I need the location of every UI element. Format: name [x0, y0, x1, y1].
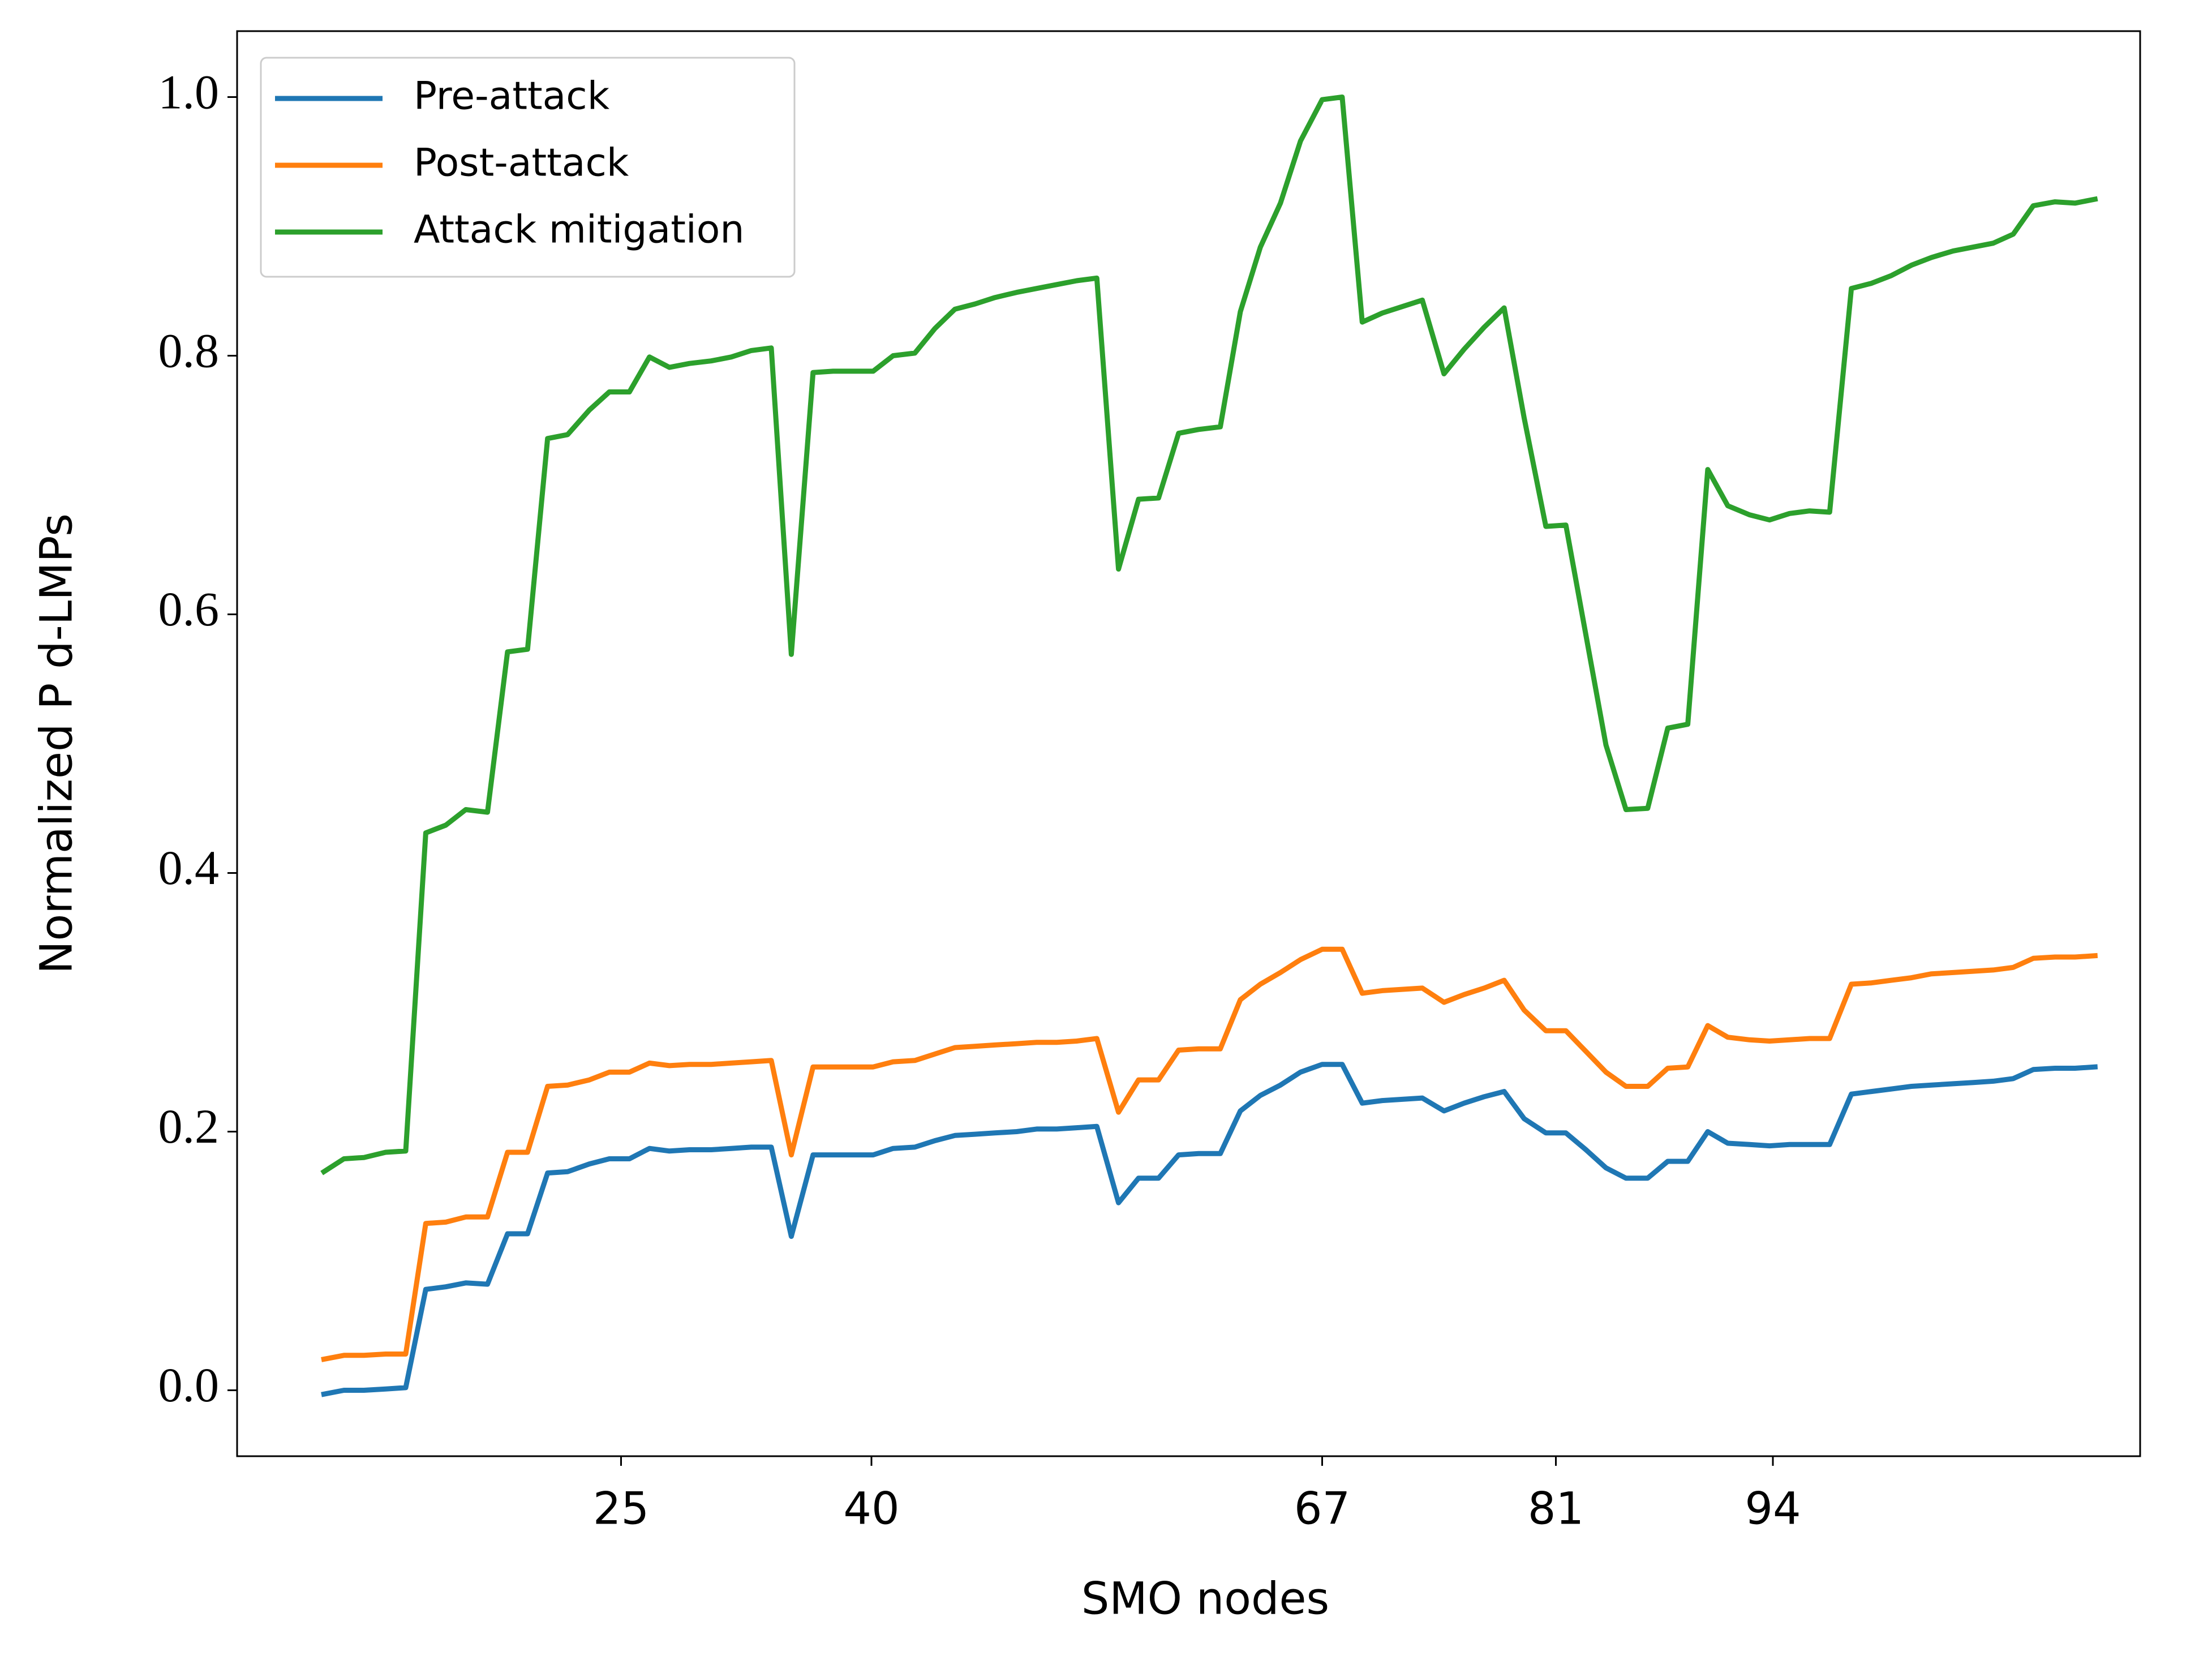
legend-label: Attack mitigation	[414, 208, 744, 252]
y-tick-label: 1.0	[158, 65, 220, 119]
plot-frame	[236, 30, 2141, 1457]
y-tick-label: 0.0	[158, 1358, 220, 1412]
x-tick-label: 40	[843, 1483, 899, 1534]
series-line	[320, 95, 2098, 1175]
y-tick-label: 0.4	[158, 840, 220, 895]
series-line	[321, 1062, 2098, 1397]
x-tick-label: 25	[593, 1483, 649, 1534]
x-tick-label: 81	[1528, 1483, 1584, 1534]
series-line	[321, 946, 2098, 1362]
x-tick-label: 94	[1745, 1483, 1801, 1534]
legend-box	[260, 57, 796, 278]
y-tick-label: 0.6	[158, 582, 220, 636]
legend-label: Pre-attack	[414, 74, 610, 119]
y-axis-label: Normalized P d-LMPs	[31, 513, 82, 974]
y-tick-label: 0.8	[158, 323, 220, 377]
legend-label: Post-attack	[414, 141, 629, 186]
x-tick-label: 67	[1294, 1483, 1350, 1534]
y-tick-label: 0.2	[158, 1099, 220, 1153]
x-axis-label: SMO nodes	[1081, 1573, 1329, 1624]
